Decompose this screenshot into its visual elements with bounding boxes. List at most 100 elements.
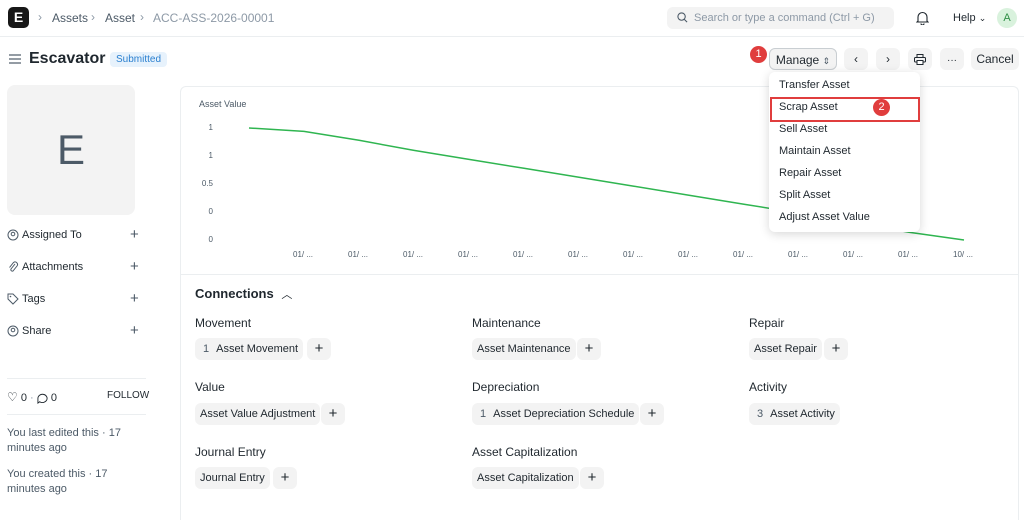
like-count: 0: [20, 392, 27, 404]
sidebar-item-tags[interactable]: Tags: [7, 293, 45, 305]
printer-icon: [914, 54, 926, 65]
x-tick-label: 01/ ...: [348, 250, 369, 259]
menu-item-scrap-asset[interactable]: Scrap Asset: [779, 101, 838, 113]
chevron-right-icon: ›: [91, 10, 95, 24]
x-tick-label: 01/ ...: [513, 250, 534, 259]
menu-item-repair-asset[interactable]: Repair Asset: [779, 167, 842, 179]
group-title-depreciation: Depreciation: [472, 380, 540, 394]
chevron-updown-icon: ⇕: [822, 56, 831, 66]
group-title-repair: Repair: [749, 316, 785, 330]
main-panel: [180, 86, 1019, 520]
x-tick-label: 10/ ...: [953, 250, 974, 259]
link-label: Asset Maintenance: [477, 343, 571, 355]
heart-icon: ♡: [7, 390, 18, 404]
x-tick-label: 01/ ...: [788, 250, 809, 259]
sidebar-item-label: Attachments: [22, 261, 84, 273]
link-label: Asset Value Adjustment: [200, 408, 316, 420]
x-tick-label: 01/ ...: [898, 250, 919, 259]
help-menu[interactable]: Help ⌄: [953, 12, 986, 24]
next-button[interactable]: ›: [876, 48, 900, 70]
add-assignee-icon[interactable]: +: [130, 226, 139, 243]
link-asset-depreciation-schedule[interactable]: 1 Asset Depreciation Schedule: [472, 403, 640, 425]
add-asset-movement-button[interactable]: +: [307, 338, 331, 360]
breadcrumb-assets[interactable]: Assets: [52, 11, 89, 25]
group-title-movement: Movement: [195, 316, 252, 330]
breadcrumb-asset[interactable]: Asset: [105, 11, 136, 25]
chart-title: Asset Value: [199, 99, 247, 109]
link-label: Asset Depreciation Schedule: [493, 408, 635, 420]
search-bar[interactable]: Search or type a command (Ctrl + G): [667, 7, 894, 29]
sidebar-item-label: Share: [22, 325, 52, 337]
add-tag-icon[interactable]: +: [130, 290, 139, 307]
comment-count: 0: [50, 392, 57, 404]
y-tick-label: 0: [208, 207, 213, 216]
add-asset-maintenance-button[interactable]: +: [577, 338, 601, 360]
follow-button[interactable]: FOLLOW: [107, 390, 150, 401]
add-asset-depreciation-schedule-button[interactable]: +: [640, 403, 664, 425]
menu-item-transfer-asset[interactable]: Transfer Asset: [779, 79, 850, 91]
sidebar-item-attachments[interactable]: Attachments: [7, 261, 83, 273]
page-title: Escavator: [29, 50, 106, 67]
app-logo[interactable]: E: [8, 7, 29, 28]
asset-image-placeholder[interactable]: E: [7, 85, 135, 215]
share-icon: [7, 325, 19, 337]
link-asset-activity[interactable]: 3 Asset Activity: [749, 403, 840, 425]
add-journal-entry-button[interactable]: +: [273, 467, 297, 489]
menu-item-maintain-asset[interactable]: Maintain Asset: [779, 145, 851, 157]
x-tick-label: 01/ ...: [623, 250, 644, 259]
previous-button[interactable]: ‹: [844, 48, 868, 70]
x-tick-label: 01/ ...: [843, 250, 864, 259]
created-text: You created this · 17 minutes ago: [7, 468, 108, 495]
last-edited-text: You last edited this · 17 minutes ago: [7, 427, 121, 454]
add-share-icon[interactable]: +: [130, 322, 139, 339]
connections-heading[interactable]: Connections ︿: [195, 286, 292, 302]
link-label: Journal Entry: [200, 472, 265, 484]
link-asset-value-adjustment[interactable]: Asset Value Adjustment: [195, 403, 321, 425]
group-title-journal-entry: Journal Entry: [195, 445, 266, 459]
link-label: Asset Activity: [770, 408, 835, 420]
add-asset-value-adjustment-button[interactable]: +: [321, 403, 345, 425]
link-journal-entry[interactable]: Journal Entry: [195, 467, 270, 489]
add-asset-capitalization-button[interactable]: +: [580, 467, 604, 489]
step-marker-2: 2: [873, 99, 890, 116]
chevron-down-icon: ⌄: [978, 13, 987, 23]
sidebar-divider: [7, 378, 146, 379]
cancel-button[interactable]: Cancel: [971, 48, 1019, 70]
like-counter[interactable]: ♡ 0 · 0: [7, 390, 57, 404]
link-asset-movement[interactable]: 1 Asset Movement: [195, 338, 304, 360]
manage-dropdown-menu: Transfer Asset Scrap Asset Sell Asset Ma…: [769, 72, 920, 232]
search-input[interactable]: Search or type a command (Ctrl + G): [694, 12, 875, 24]
x-tick-label: 01/ ...: [458, 250, 479, 259]
sidebar-item-label: Tags: [22, 293, 46, 305]
y-tick-label: 0.5: [201, 179, 213, 188]
breadcrumb-current[interactable]: ACC-ASS-2026-00001: [153, 11, 275, 25]
x-tick-label: 01/ ...: [568, 250, 589, 259]
y-tick-label: 1: [208, 123, 213, 132]
manage-button[interactable]: Manage ⇕: [769, 48, 837, 70]
link-asset-repair[interactable]: Asset Repair: [749, 338, 822, 360]
chevron-left-icon: ‹: [854, 52, 858, 66]
user-avatar[interactable]: A: [997, 8, 1017, 28]
menu-item-sell-asset[interactable]: Sell Asset: [779, 123, 828, 135]
comment-icon: [37, 393, 48, 404]
menu-item-adjust-asset-value[interactable]: Adjust Asset Value: [779, 211, 870, 223]
menu-item-split-asset[interactable]: Split Asset: [779, 189, 831, 201]
add-attachment-icon[interactable]: +: [130, 258, 139, 275]
sidebar-item-label: Assigned To: [22, 229, 82, 241]
more-actions-button[interactable]: ···: [940, 48, 964, 70]
link-asset-capitalization[interactable]: Asset Capitalization: [472, 467, 579, 489]
sidebar-item-assigned-to[interactable]: Assigned To: [7, 229, 82, 241]
bell-icon[interactable]: [916, 11, 929, 25]
paperclip-icon: [9, 261, 18, 272]
add-asset-repair-button[interactable]: +: [824, 338, 848, 360]
sidebar-toggle-icon[interactable]: [9, 54, 21, 64]
group-title-value: Value: [195, 380, 225, 394]
help-label: Help: [953, 12, 976, 24]
search-icon: [677, 12, 688, 23]
link-asset-maintenance[interactable]: Asset Maintenance: [472, 338, 576, 360]
more-icon: ···: [947, 55, 957, 66]
link-label: Asset Repair: [754, 343, 817, 355]
sidebar-item-share[interactable]: Share: [7, 325, 51, 337]
print-button[interactable]: [908, 48, 932, 70]
highlight-scrap-asset: [770, 97, 920, 122]
